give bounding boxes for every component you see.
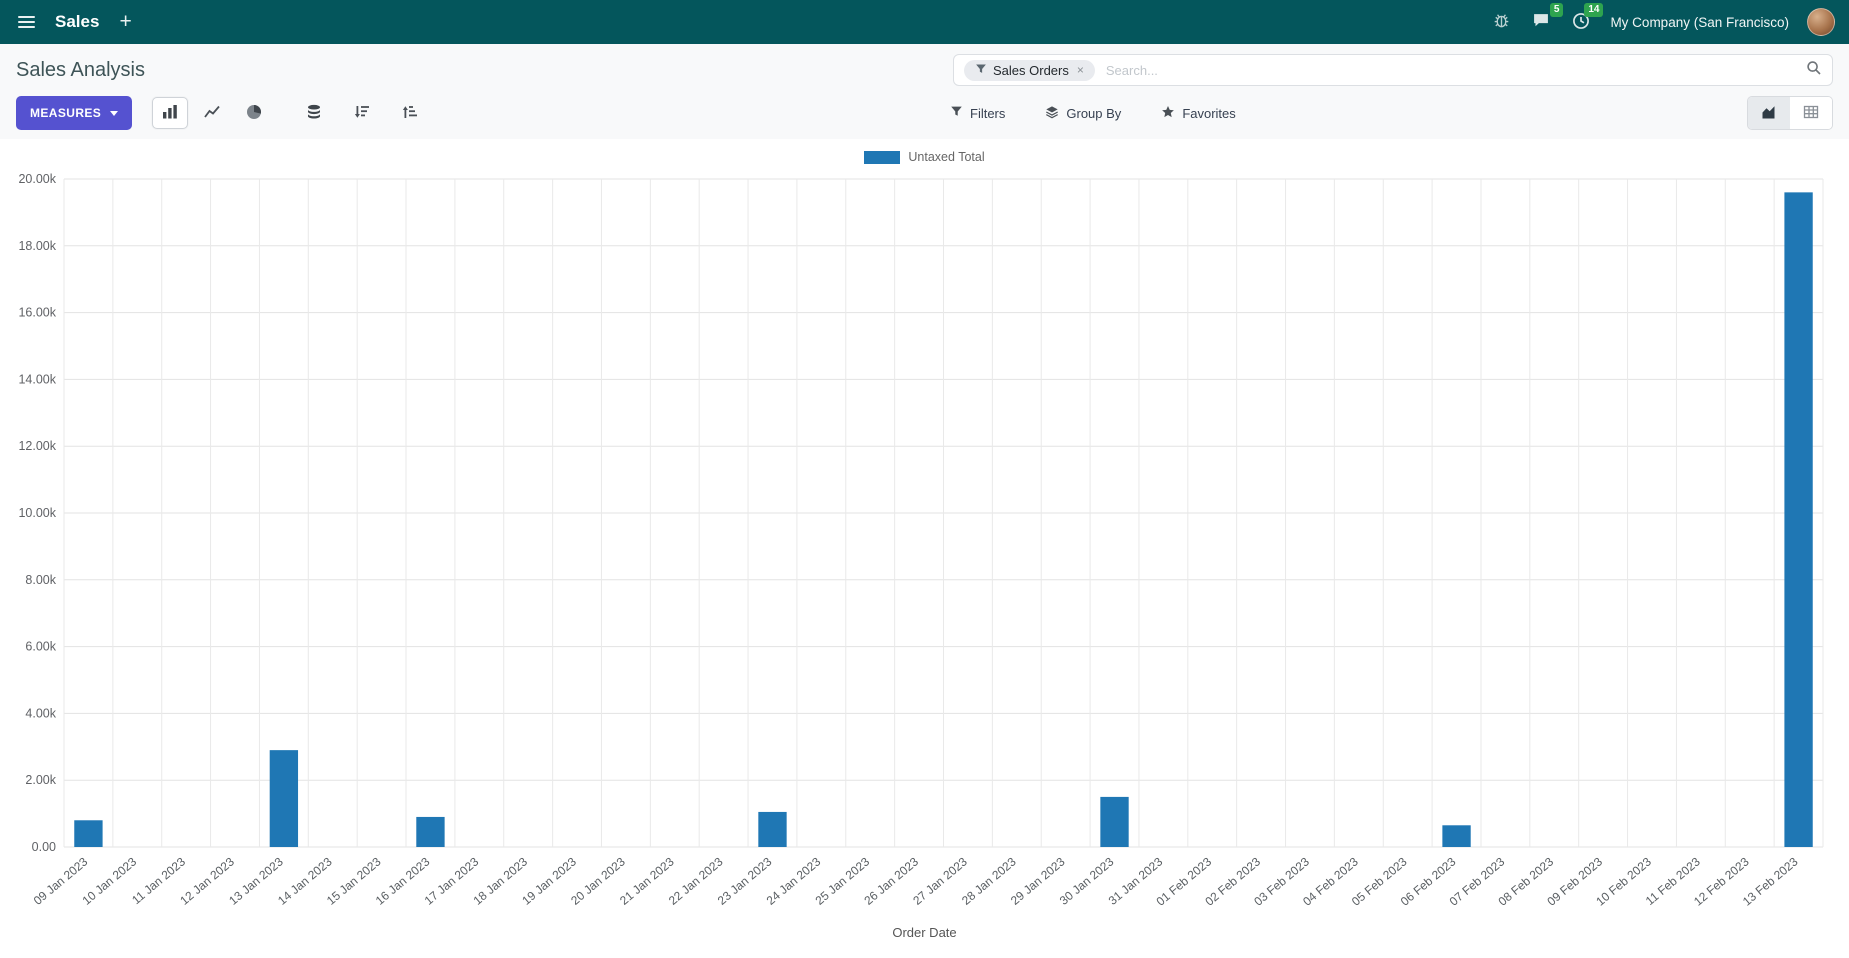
- chevron-down-icon: [110, 110, 119, 116]
- top-navbar: Sales + 5 14: [0, 0, 1849, 44]
- view-switcher: [1747, 96, 1833, 130]
- star-icon: [1161, 105, 1175, 122]
- search-options-group: Filters Group By Favorites: [944, 104, 1242, 123]
- search-facet-label: Sales Orders: [993, 62, 1069, 78]
- measures-button[interactable]: MEASURES: [16, 96, 133, 130]
- graph-view-button[interactable]: [1748, 97, 1790, 129]
- area-chart-icon: [1761, 104, 1777, 123]
- search-input[interactable]: [1103, 61, 1797, 79]
- pie-chart-icon: [246, 104, 262, 123]
- stack-icon: [306, 104, 322, 123]
- line-chart-button[interactable]: [194, 97, 230, 129]
- group-by-button[interactable]: Group By: [1039, 104, 1127, 123]
- legend-swatch: [864, 150, 901, 164]
- pie-chart-button[interactable]: [236, 97, 272, 129]
- svg-text:0.00: 0.00: [32, 840, 56, 854]
- line-chart-icon: [204, 104, 220, 123]
- page-title: Sales Analysis: [16, 58, 145, 81]
- company-switcher[interactable]: My Company (San Francisco): [1610, 14, 1789, 30]
- new-tab-button[interactable]: +: [115, 6, 135, 38]
- pivot-grid-icon: [1803, 104, 1819, 123]
- control-panel: Sales Analysis Sales Orders × MEASURES: [0, 44, 1849, 139]
- svg-text:18.00k: 18.00k: [18, 239, 56, 253]
- pivot-view-button[interactable]: [1790, 97, 1832, 129]
- svg-text:20.00k: 20.00k: [18, 172, 56, 186]
- navbar-systray: 5 14 My Company (San Francisco): [1491, 2, 1835, 36]
- messages-button[interactable]: 5: [1530, 3, 1564, 34]
- svg-text:10 Jan 2023: 10 Jan 2023: [80, 854, 140, 907]
- group-by-label: Group By: [1066, 105, 1122, 121]
- svg-text:8.00k: 8.00k: [25, 573, 56, 587]
- chart-area: Untaxed Total 0.00 2.00k 4.00k 6.00k 8.00k 10…: [0, 139, 1849, 940]
- sort-descending-button[interactable]: [344, 97, 380, 129]
- svg-text:12.00k: 12.00k: [18, 439, 56, 453]
- apps-menu-button[interactable]: [14, 9, 39, 35]
- chart-type-group: [152, 97, 272, 129]
- activities-button[interactable]: 14: [1570, 2, 1604, 35]
- svg-text:10.00k: 10.00k: [18, 506, 56, 520]
- layers-icon: [1045, 105, 1059, 122]
- favorites-button[interactable]: Favorites: [1155, 104, 1241, 123]
- chart-mode-group: [296, 97, 428, 129]
- hamburger-icon: [18, 13, 35, 31]
- navbar-left: Sales +: [14, 6, 136, 38]
- svg-text:6.00k: 6.00k: [25, 640, 56, 654]
- facet-remove-button[interactable]: ×: [1076, 63, 1084, 77]
- svg-text:2.00k: 2.00k: [25, 773, 56, 787]
- x-axis-title: Order Date: [892, 925, 957, 940]
- search-icon[interactable]: [1806, 60, 1822, 81]
- filter-funnel-icon: [950, 105, 963, 121]
- sort-asc-icon: [402, 104, 418, 123]
- favorites-label: Favorites: [1182, 105, 1236, 121]
- sort-desc-icon: [354, 104, 370, 123]
- legend-label: Untaxed Total: [908, 150, 985, 164]
- search-bar[interactable]: Sales Orders ×: [953, 54, 1833, 86]
- bar-chart-canvas[interactable]: 0.00 2.00k 4.00k 6.00k 8.00k 10.00k 12.00k 14.0…: [0, 169, 1849, 929]
- svg-text:16.00k: 16.00k: [18, 306, 56, 320]
- stacked-button[interactable]: [296, 97, 332, 129]
- debug-bug-button[interactable]: [1491, 10, 1512, 34]
- sort-ascending-button[interactable]: [392, 97, 428, 129]
- user-avatar[interactable]: [1807, 8, 1835, 36]
- activities-count-badge: 14: [1584, 2, 1604, 17]
- search-facet-sales-orders[interactable]: Sales Orders ×: [964, 59, 1095, 81]
- filters-button[interactable]: Filters: [944, 104, 1011, 122]
- svg-text:4.00k: 4.00k: [25, 706, 56, 720]
- measures-label: MEASURES: [30, 106, 102, 120]
- clock-icon: [1572, 12, 1590, 33]
- bar-chart-button[interactable]: [152, 97, 189, 129]
- messages-count-badge: 5: [1549, 3, 1564, 17]
- bug-icon: [1493, 12, 1510, 32]
- chart-legend[interactable]: Untaxed Total: [0, 145, 1849, 169]
- filter-facet-icon: [975, 63, 987, 78]
- chat-bubble-icon: [1532, 12, 1550, 32]
- filters-label: Filters: [970, 105, 1006, 121]
- app-name[interactable]: Sales: [55, 12, 100, 31]
- svg-text:14.00k: 14.00k: [18, 372, 56, 386]
- bar-chart-icon: [162, 104, 178, 123]
